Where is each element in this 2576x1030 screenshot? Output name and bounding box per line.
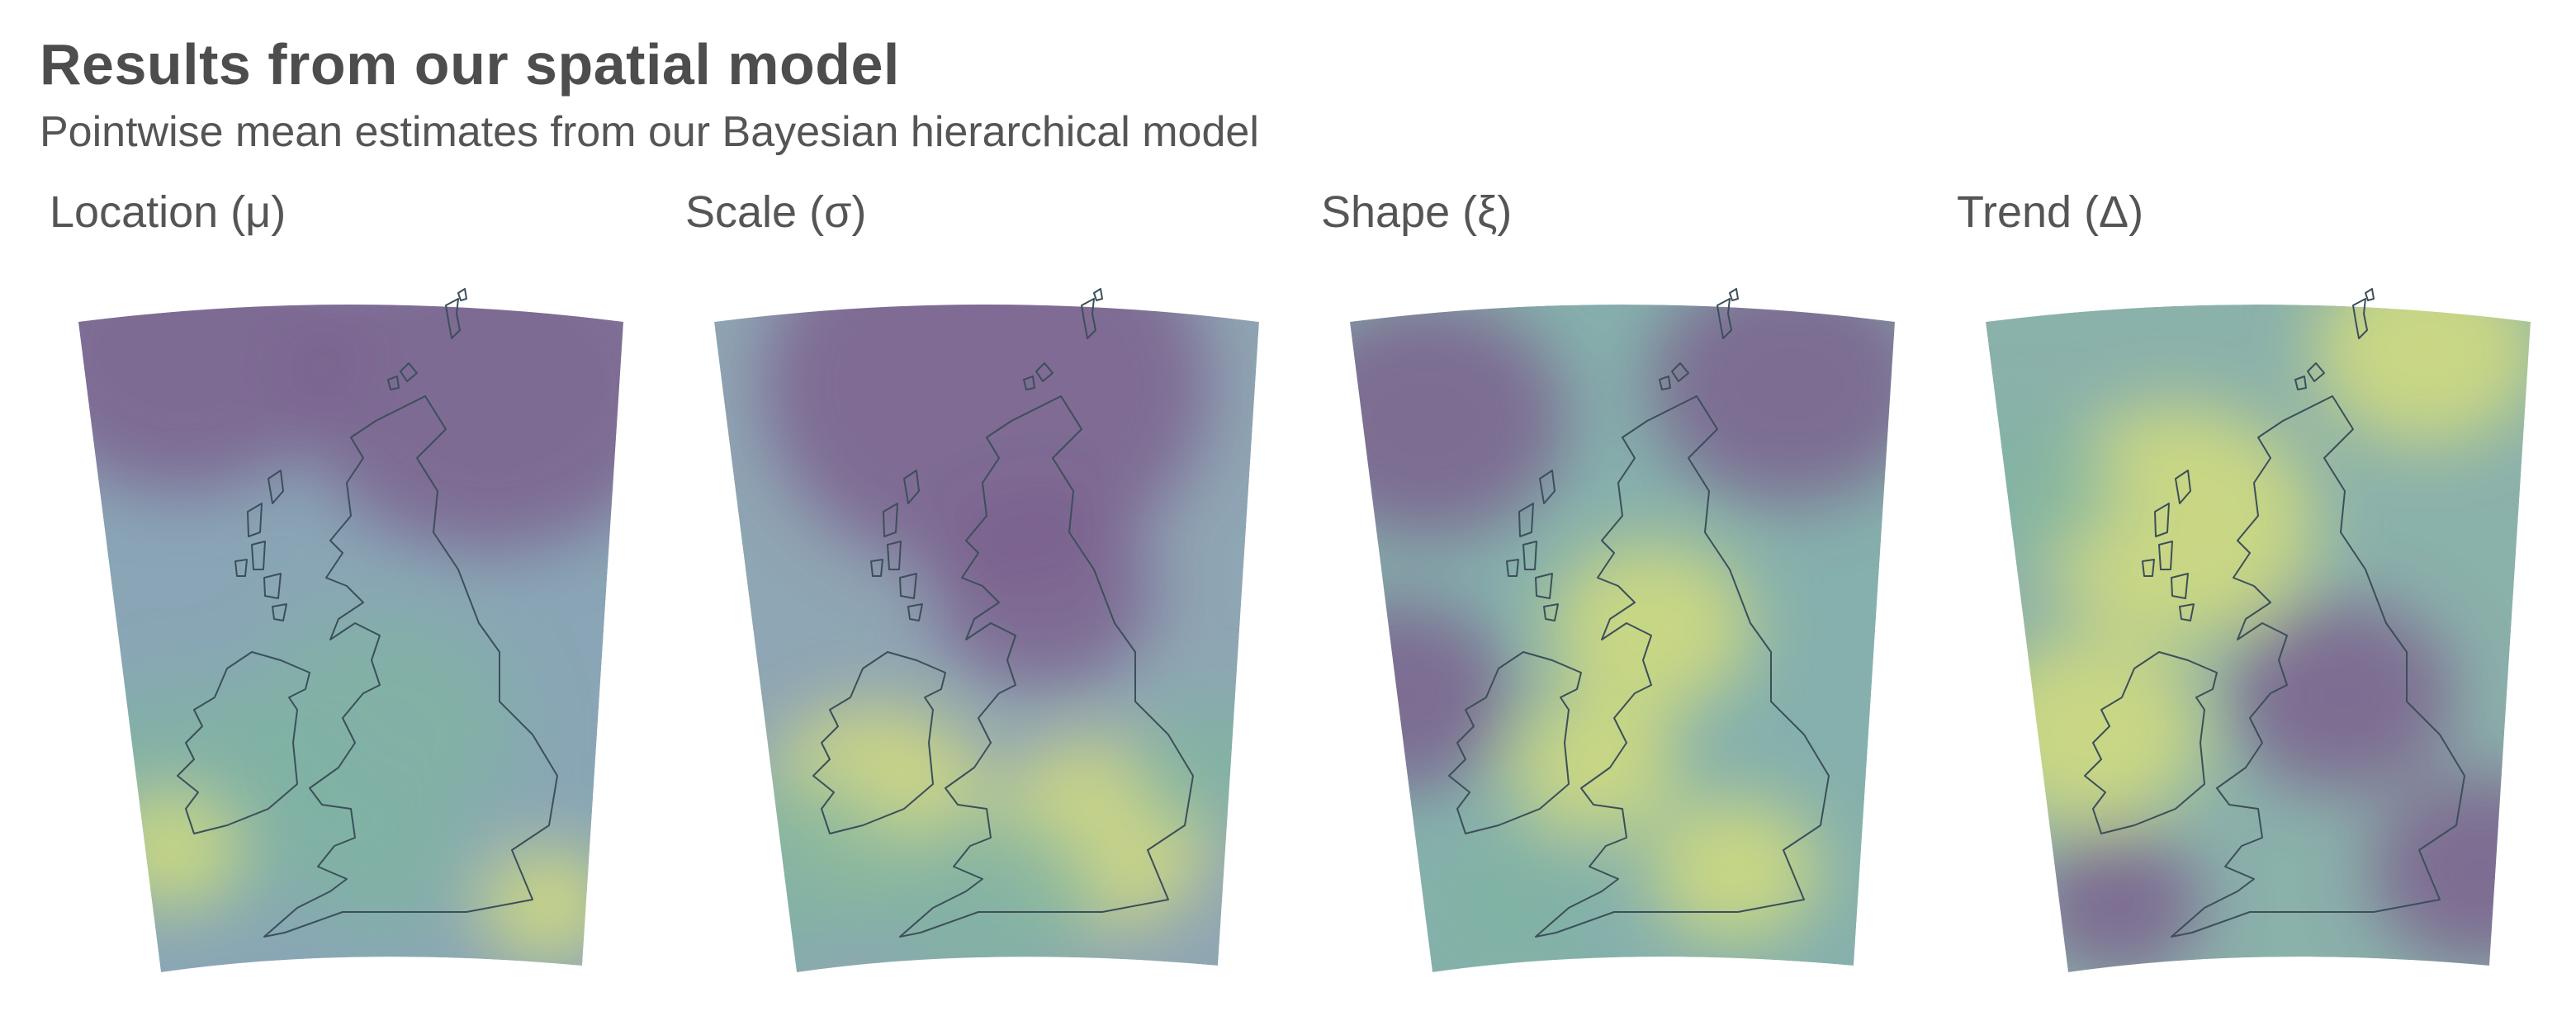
island-outline-4 [1535, 573, 1553, 599]
island-outline-8 [445, 298, 461, 339]
island-outline-1 [1518, 503, 1534, 537]
map-svg-shape [1350, 288, 1895, 972]
island-outline-9 [1729, 288, 1739, 301]
panel-title-shape: Shape (ξ) [1321, 187, 1513, 237]
panel-title-location: Location (μ) [50, 187, 286, 237]
island-outline-4 [2171, 573, 2189, 599]
field-blob-5 [1350, 601, 1510, 792]
island-outline-9 [457, 288, 467, 301]
field-blob-2 [1549, 541, 1752, 714]
island-outline-0 [903, 470, 920, 504]
field-blob-3 [103, 791, 239, 907]
field-blob-0 [762, 305, 1211, 576]
map-shape [1342, 281, 1903, 974]
chart-subtitle: Pointwise mean estimates from our Bayesi… [40, 108, 1259, 156]
island-outline-7 [1023, 376, 1035, 390]
island-outline-6 [1035, 362, 1054, 382]
great-britain-outline [263, 395, 558, 938]
island-outline-8 [2352, 298, 2368, 339]
map-scale [706, 281, 1267, 974]
field-blob-1 [930, 497, 1155, 688]
island-outline-8 [1081, 298, 1096, 339]
great-britain-outline [2171, 395, 2465, 938]
field-blob-5 [2034, 833, 2202, 972]
field-blob-6 [295, 798, 463, 942]
island-outline-1 [247, 503, 263, 537]
field-blob-5 [874, 809, 1099, 972]
island-outline-7 [1659, 376, 1671, 390]
map-trend [1977, 281, 2539, 974]
island-outline-4 [263, 573, 282, 599]
island-outline-3 [234, 559, 248, 577]
island-outline-2 [1522, 541, 1537, 570]
field-scale [714, 305, 1259, 972]
island-outline-5 [1543, 603, 1559, 621]
island-outline-9 [1093, 288, 1103, 301]
great-britain-outline [899, 395, 1194, 938]
field-blob-3 [2230, 601, 2455, 792]
island-outline-7 [2294, 376, 2307, 390]
island-outline-3 [2142, 559, 2155, 577]
field-blob-0 [295, 305, 623, 552]
island-outline-2 [2158, 541, 2173, 570]
coastline [177, 288, 558, 938]
map-svg-location [78, 288, 623, 972]
field-blob-2 [2314, 305, 2531, 446]
island-outline-6 [1671, 362, 1689, 382]
island-outline-2 [251, 541, 266, 570]
coastline [1448, 288, 1830, 938]
island-outline-9 [2365, 288, 2375, 301]
island-outline-1 [883, 503, 898, 537]
island-outline-0 [2175, 470, 2191, 504]
field-blob-4 [1650, 798, 1819, 942]
island-outline-6 [2307, 362, 2325, 382]
ireland-outline [1448, 651, 1582, 834]
field-blob-1 [1986, 635, 2202, 827]
map-svg-trend [1986, 288, 2531, 972]
map-location [70, 281, 632, 974]
field-blob-5 [480, 847, 615, 962]
island-outline-2 [887, 541, 902, 570]
field-trend [1986, 305, 2531, 972]
ireland-outline [2084, 651, 2218, 834]
field-location [78, 305, 623, 972]
great-britain-outline [1535, 395, 1830, 938]
island-outline-5 [272, 603, 287, 621]
map-svg-scale [714, 288, 1259, 972]
island-outline-5 [2179, 603, 2195, 621]
island-outline-0 [268, 470, 284, 504]
panel-title-trend: Trend (Δ) [1957, 187, 2144, 237]
island-outline-3 [870, 559, 883, 577]
panel-title-scale: Scale (σ) [685, 187, 867, 237]
island-outline-1 [2154, 503, 2170, 537]
island-outline-4 [899, 573, 917, 599]
ireland-outline [812, 651, 946, 834]
coastline [2084, 288, 2465, 938]
island-outline-7 [387, 376, 400, 390]
field-blob-6 [1426, 833, 1594, 972]
island-outline-3 [1506, 559, 1519, 577]
field-blob-3 [1510, 694, 1679, 838]
field-blob-1 [78, 305, 351, 494]
island-outline-0 [1539, 470, 1556, 504]
island-outline-8 [1717, 298, 1732, 339]
coastline [812, 288, 1194, 938]
ireland-outline [177, 651, 310, 834]
chart-title: Results from our spatial model [40, 32, 900, 97]
field-shape [1350, 305, 1895, 972]
island-outline-5 [907, 603, 923, 621]
island-outline-6 [400, 362, 418, 382]
field-blob-4 [2370, 774, 2531, 966]
